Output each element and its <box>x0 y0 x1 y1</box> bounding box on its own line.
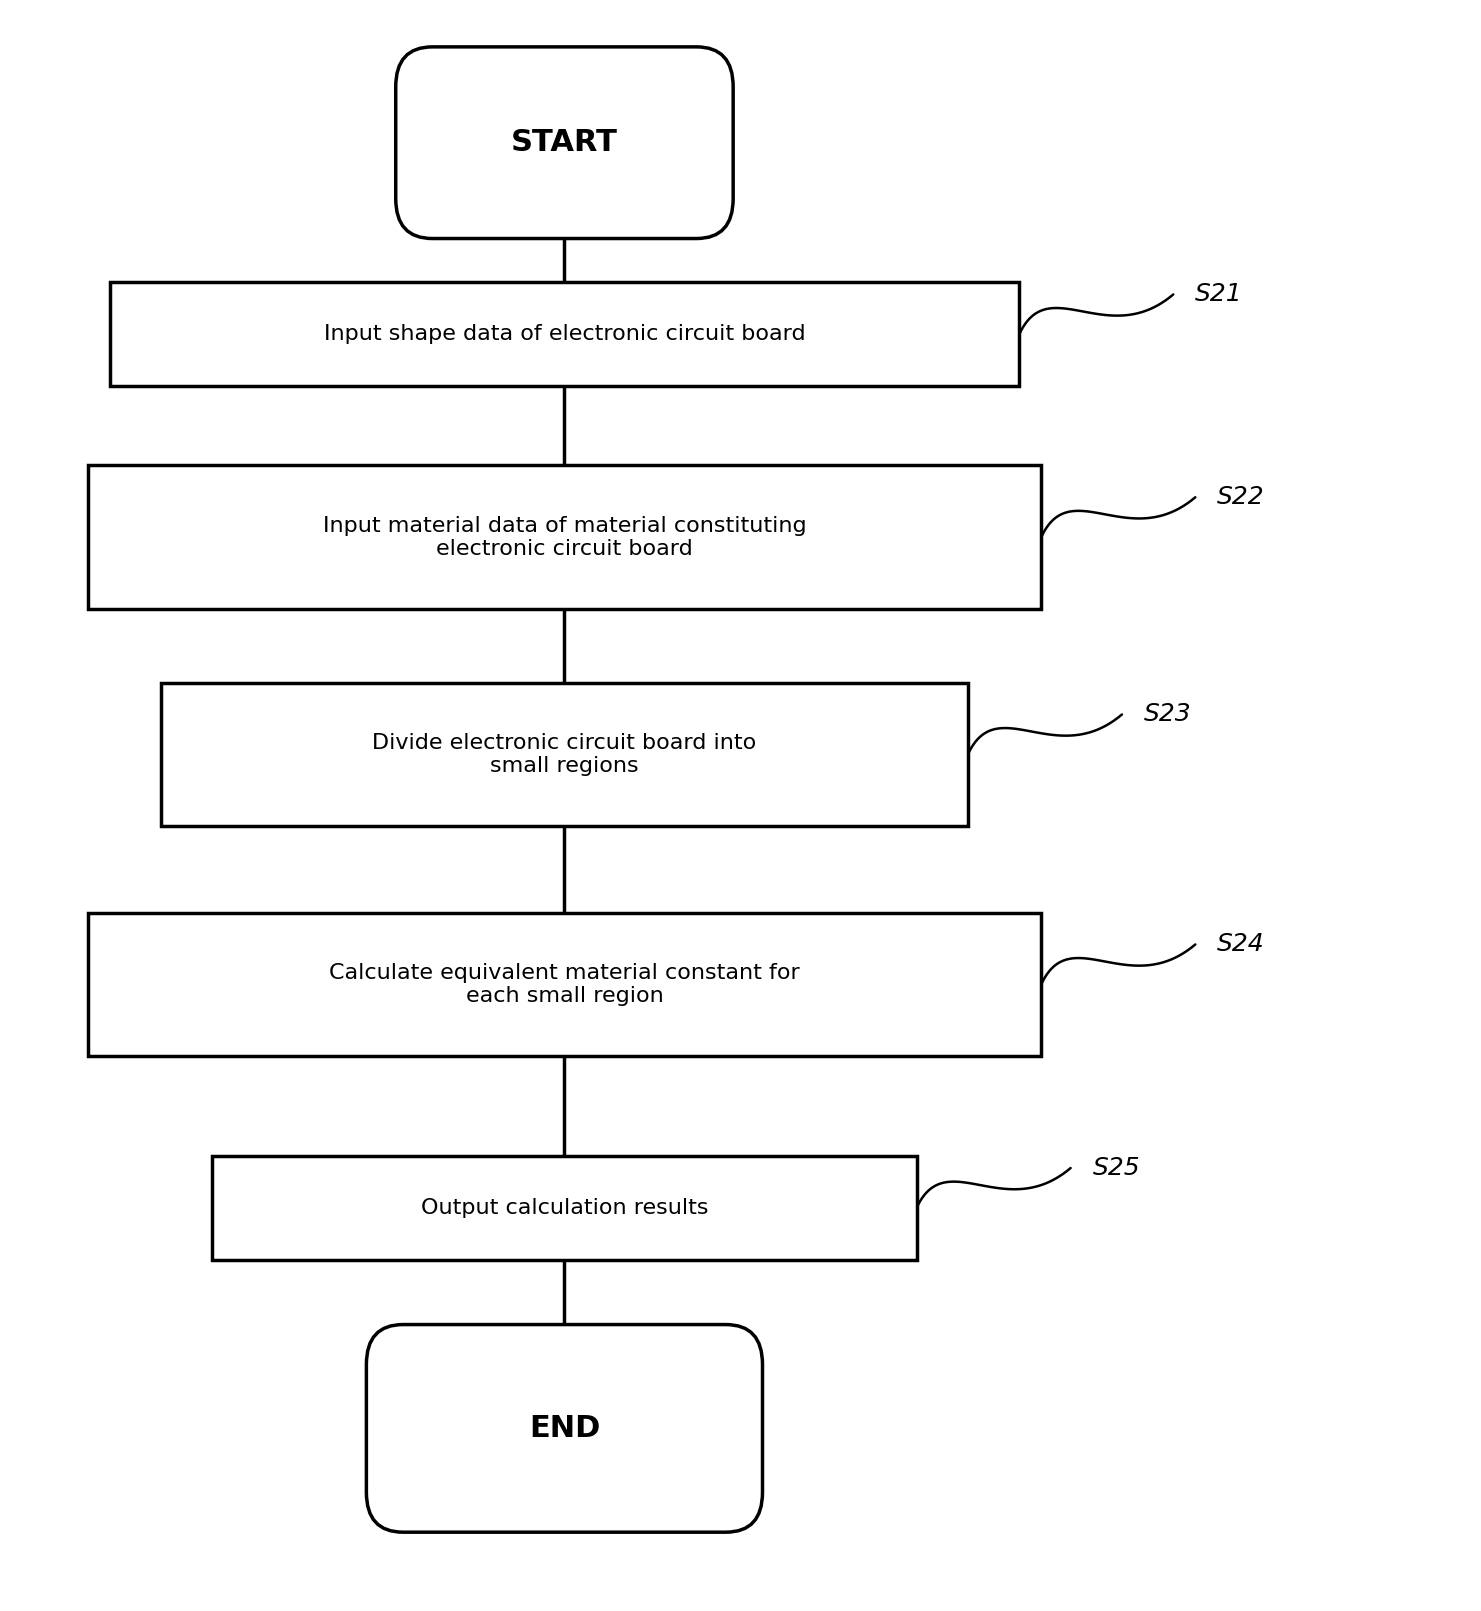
Text: S23: S23 <box>1143 702 1192 727</box>
FancyBboxPatch shape <box>110 282 1019 387</box>
Text: Divide electronic circuit board into
small regions: Divide electronic circuit board into sma… <box>372 733 757 777</box>
Text: Input shape data of electronic circuit board: Input shape data of electronic circuit b… <box>324 324 806 345</box>
Text: S25: S25 <box>1093 1157 1140 1179</box>
Text: S21: S21 <box>1195 282 1243 306</box>
Text: S24: S24 <box>1217 933 1265 957</box>
FancyBboxPatch shape <box>161 683 969 826</box>
FancyBboxPatch shape <box>366 1324 763 1532</box>
FancyBboxPatch shape <box>87 912 1041 1057</box>
FancyBboxPatch shape <box>87 466 1041 609</box>
Text: END: END <box>529 1414 600 1443</box>
FancyBboxPatch shape <box>395 47 733 238</box>
FancyBboxPatch shape <box>212 1157 917 1260</box>
Text: START: START <box>511 129 618 158</box>
Text: Input material data of material constituting
electronic circuit board: Input material data of material constitu… <box>323 516 806 559</box>
Text: Output calculation results: Output calculation results <box>421 1199 708 1218</box>
Text: S22: S22 <box>1217 485 1265 509</box>
Text: Calculate equivalent material constant for
each small region: Calculate equivalent material constant f… <box>329 963 800 1005</box>
